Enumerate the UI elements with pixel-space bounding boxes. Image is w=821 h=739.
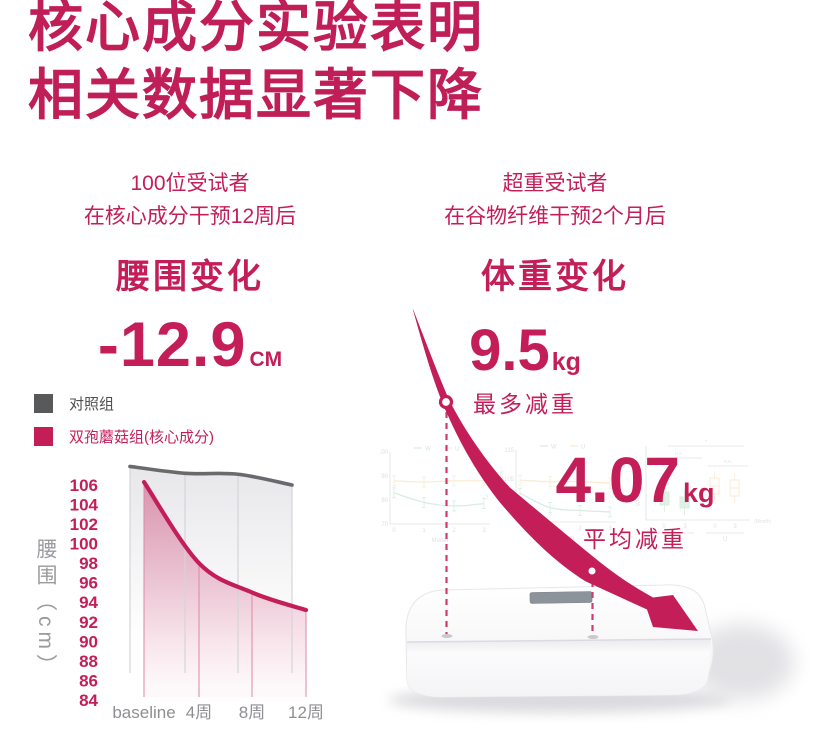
waist-change-unit: CM [249, 348, 283, 371]
max-weight-loss-stat: 9.5 kg 最多减重 [430, 322, 620, 419]
max-loss-value: 9.5 [469, 318, 550, 383]
svg-text:105: 105 [504, 477, 515, 483]
svg-text:92: 92 [79, 613, 98, 632]
legend-swatch-treatment [34, 427, 53, 446]
legend-item-treatment: 双孢蘑菇组(核心成分) [34, 426, 214, 447]
svg-text:0: 0 [713, 524, 717, 530]
svg-text:W: W [672, 537, 678, 543]
svg-text:8周: 8周 [239, 703, 265, 722]
right-subtitle-line1: 超重受试者 [502, 172, 608, 195]
avg-loss-unit: kg [683, 478, 715, 508]
svg-text:90: 90 [381, 474, 388, 480]
svg-text:baseline: baseline [112, 703, 175, 722]
trend-node-1 [438, 394, 454, 410]
left-subtitle-line2: 在核心成分干预12周后 [83, 205, 297, 228]
left-heading: 腰围变化 [116, 258, 264, 296]
svg-text:86: 86 [79, 671, 98, 690]
svg-text:}: } [612, 492, 614, 498]
svg-text:n.s.: n.s. [675, 451, 683, 457]
svg-text:12周: 12周 [288, 703, 324, 722]
left-panel-header: 100位受试者 在核心成分干预12周后 腰围变化 -12.9 CM [30, 167, 350, 377]
avg-loss-caption: 平均减重 [583, 526, 687, 552]
svg-text:W: W [551, 445, 557, 451]
right-subtitle-line2: 在谷物纤维干预2个月后 [444, 205, 666, 228]
svg-text:2: 2 [578, 526, 582, 532]
svg-text:Whole body Fat (%): Whole body Fat (%) [636, 462, 642, 507]
scale-graphic [388, 584, 794, 713]
legend-item-control: 对照组 [34, 393, 214, 414]
legend-swatch-control [34, 394, 53, 413]
svg-text:*: * [705, 440, 707, 446]
page-title-line1: 核心成分实验表明 [28, 0, 485, 58]
dropline-dot-1 [441, 634, 453, 638]
svg-text:80: 80 [381, 498, 388, 504]
svg-text:}: } [486, 494, 488, 500]
legend-label-control: 对照组 [69, 396, 115, 413]
page-title-line2: 相关数据显著下降 [28, 65, 485, 126]
max-loss-unit: kg [551, 348, 581, 376]
svg-text:100: 100 [70, 535, 98, 554]
avg-weight-loss-stat: 4.07 kg 平均减重 [540, 448, 730, 554]
svg-text:n.s.: n.s. [724, 459, 732, 465]
dropline-dot-2 [587, 635, 599, 639]
svg-text:84: 84 [79, 691, 98, 710]
svg-text:100: 100 [380, 450, 389, 456]
legend-label-treatment: 双孢蘑菇组(核心成分) [69, 429, 214, 446]
svg-text:102: 102 [70, 515, 98, 534]
left-subtitle-line1: 100位受试者 [130, 172, 250, 195]
svg-text:96: 96 [79, 574, 98, 593]
svg-text:Month: Month [432, 538, 449, 544]
svg-text:0: 0 [392, 528, 396, 534]
svg-text:104: 104 [70, 496, 99, 515]
avg-loss-value: 4.07 [555, 444, 681, 516]
svg-text:U: U [723, 537, 727, 543]
svg-text:3: 3 [608, 526, 612, 532]
svg-text:0: 0 [662, 524, 666, 530]
page-title: 核心成分实验表明 相关数据显著下降 [28, 0, 484, 130]
svg-text:U: U [455, 447, 459, 453]
svg-text:U: U [581, 445, 585, 451]
svg-text:3: 3 [683, 524, 687, 530]
svg-text:98: 98 [79, 554, 98, 573]
scale-display [529, 591, 593, 604]
downward-trend-arrow [412, 308, 698, 631]
svg-text:1: 1 [422, 528, 426, 534]
svg-text:3: 3 [482, 528, 486, 534]
svg-text:70: 70 [381, 522, 388, 528]
waist-chart-ylabel: 腰围（cm） [34, 538, 57, 680]
trend-node-2 [585, 564, 599, 578]
scale-front-face [407, 639, 711, 697]
svg-text:W: W [425, 447, 431, 453]
svg-text:4周: 4周 [186, 703, 212, 722]
right-heading: 体重变化 [481, 258, 629, 296]
svg-text:90: 90 [79, 632, 98, 651]
svg-text:2: 2 [452, 528, 456, 534]
scale-side-shadow [690, 624, 794, 700]
svg-text:88: 88 [79, 652, 98, 671]
svg-text:106: 106 [70, 476, 98, 495]
svg-text:94: 94 [79, 593, 98, 612]
svg-text:(Month): (Month) [754, 519, 772, 525]
chart-legend: 对照组 双孢蘑菇组(核心成分) [34, 393, 214, 459]
svg-text:3: 3 [733, 524, 737, 530]
right-panel-header: 超重受试者 在谷物纤维干预2个月后 体重变化 [395, 167, 715, 298]
svg-text:115: 115 [504, 448, 514, 454]
max-loss-caption: 最多减重 [473, 391, 577, 417]
waist-change-stat: -12.9 CM [30, 314, 350, 377]
scale-seam [406, 638, 712, 643]
waist-change-value: -12.9 [97, 310, 247, 380]
